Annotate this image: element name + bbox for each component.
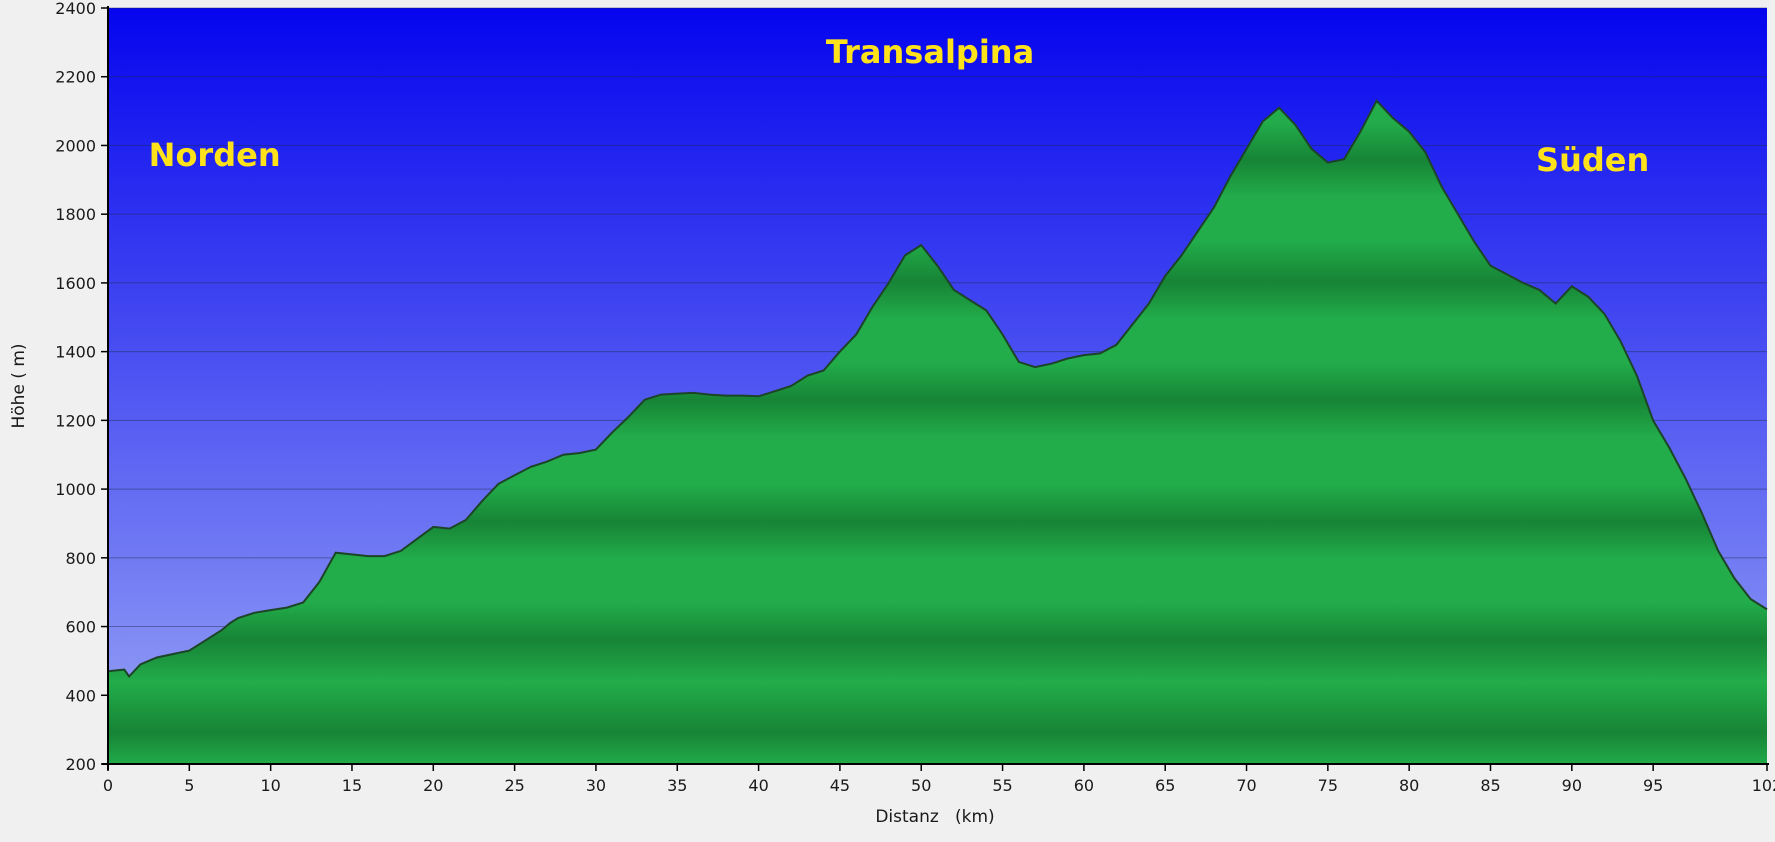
y-tick-label: 2400 bbox=[55, 0, 96, 18]
x-tick-label: 20 bbox=[423, 776, 443, 795]
elevation-outline bbox=[107, 99, 1768, 678]
x-tick-label: 5 bbox=[184, 776, 194, 795]
elevation-area bbox=[108, 100, 1767, 765]
x-tick-label: 70 bbox=[1236, 776, 1256, 795]
y-tick-label: 2000 bbox=[55, 136, 96, 155]
y-tick-label: 1000 bbox=[55, 480, 96, 499]
y-axis-title: Höhe ( m) bbox=[9, 343, 29, 428]
annotation-label: Süden bbox=[1536, 141, 1649, 179]
x-tick-label: 10 bbox=[260, 776, 280, 795]
y-tick-label: 1200 bbox=[55, 411, 96, 430]
y-tick-label: 600 bbox=[65, 618, 96, 637]
x-tick-label: 102 bbox=[1752, 776, 1775, 795]
x-tick-label: 0 bbox=[103, 776, 113, 795]
x-tick-label: 30 bbox=[586, 776, 606, 795]
x-tick-label: 40 bbox=[748, 776, 768, 795]
x-tick-label: 95 bbox=[1643, 776, 1663, 795]
y-tick-label: 1600 bbox=[55, 274, 96, 293]
x-tick-label: 55 bbox=[992, 776, 1012, 795]
x-axis-title: Distanz (km) bbox=[875, 807, 994, 827]
chart-title: Transalpina bbox=[826, 33, 1034, 71]
x-tick-label: 80 bbox=[1399, 776, 1419, 795]
x-tick-label: 60 bbox=[1074, 776, 1094, 795]
x-tick-label: 25 bbox=[504, 776, 524, 795]
annotations: Norden Süden bbox=[149, 136, 1650, 179]
y-tick-label: 1400 bbox=[55, 343, 96, 362]
x-tick-label: 50 bbox=[911, 776, 931, 795]
x-tick-label: 90 bbox=[1562, 776, 1582, 795]
x-tick-label: 15 bbox=[342, 776, 362, 795]
x-tick-label: 75 bbox=[1318, 776, 1338, 795]
x-tick-label: 35 bbox=[667, 776, 687, 795]
annotation-label: Norden bbox=[149, 136, 281, 174]
y-tick-label: 800 bbox=[65, 549, 96, 568]
y-tick-label: 200 bbox=[65, 755, 96, 774]
x-tick-label: 45 bbox=[830, 776, 850, 795]
x-axis-ticks: 0 5 10 15 20 25 30 35 40 45 50 55 60 65 70 75 80 85 90 95 10… bbox=[103, 764, 1775, 795]
x-tick-label: 65 bbox=[1155, 776, 1175, 795]
x-tick-label: 85 bbox=[1480, 776, 1500, 795]
y-tick-label: 1800 bbox=[55, 205, 96, 224]
y-tick-label: 400 bbox=[65, 686, 96, 705]
y-axis-ticks: 200 400 600 800 1000 1200 1400 1600 1800 2000 2200… bbox=[55, 0, 108, 774]
y-tick-label: 2200 bbox=[55, 68, 96, 87]
